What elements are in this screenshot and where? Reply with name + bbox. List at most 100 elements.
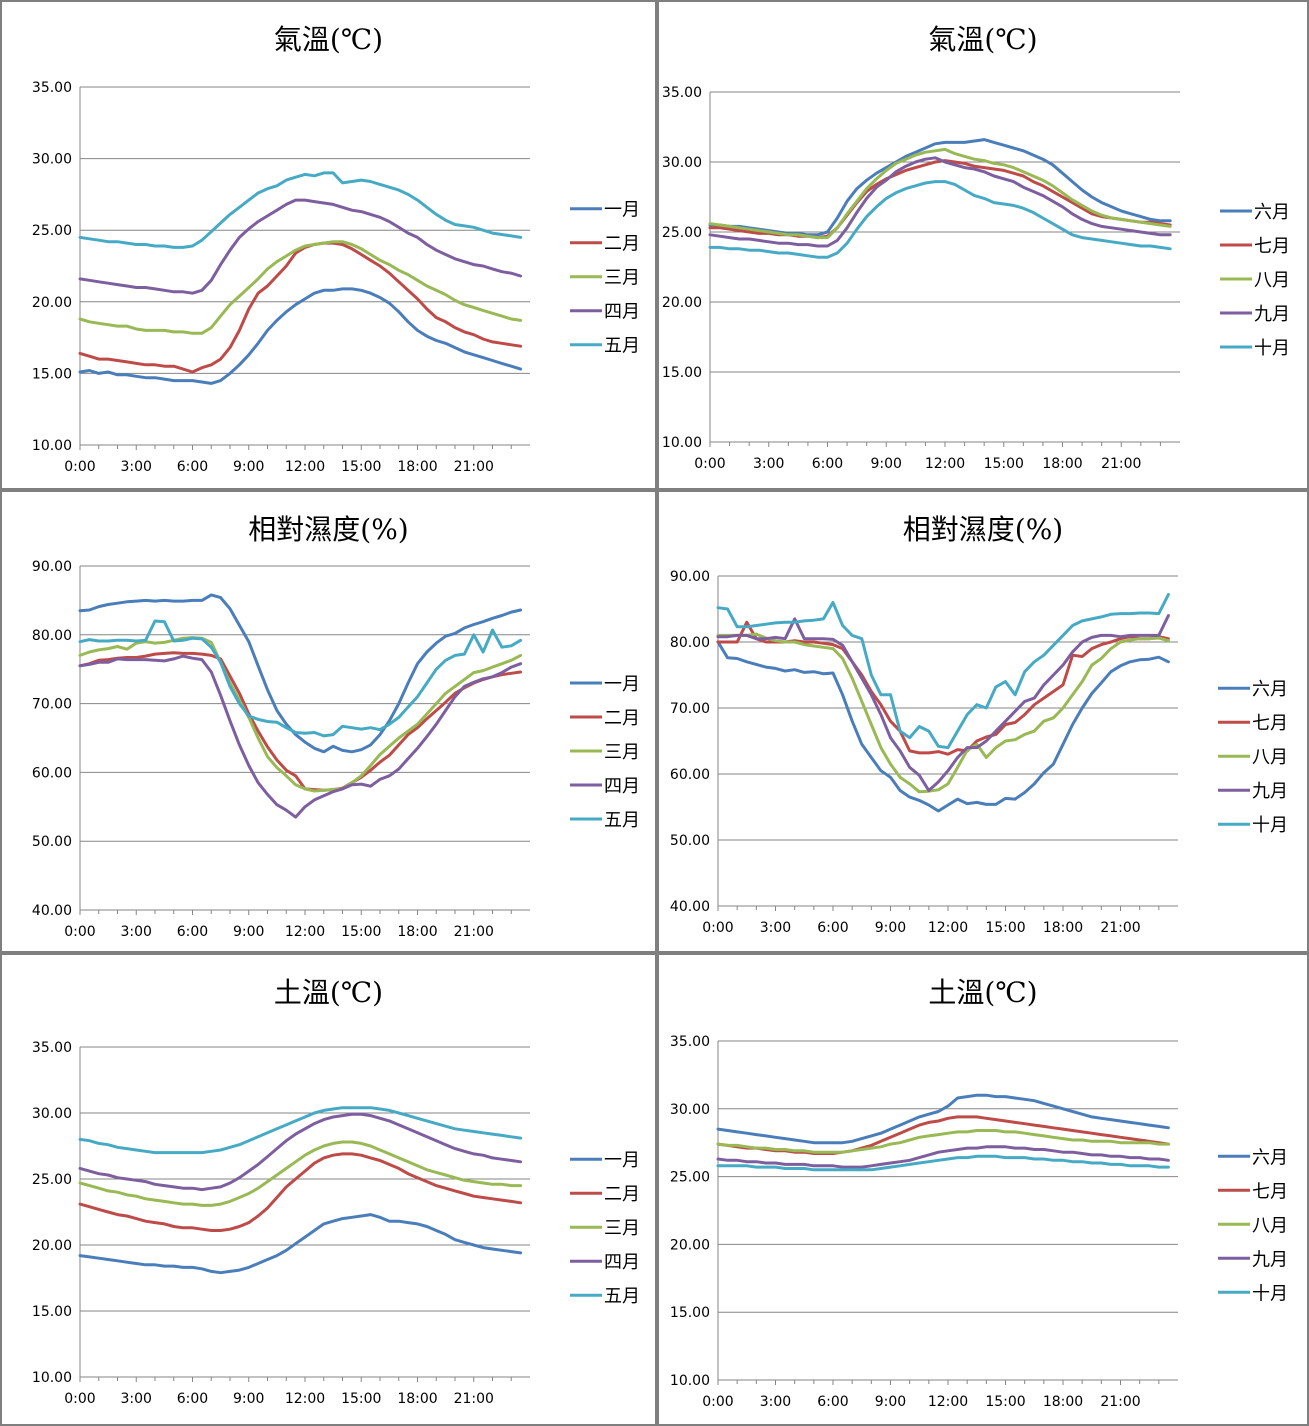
x-tick-label: 3:00	[121, 924, 152, 940]
x-tick-label: 3:00	[760, 1394, 791, 1410]
series-line-5	[78, 1106, 523, 1155]
chart-panel-5: 土溫(℃) 10.00 15.00 20.00 25.00 30.00 35.00 0:00 3…	[0, 953, 657, 1426]
y-tick-label: 60.00	[670, 767, 710, 783]
series-line-1	[78, 287, 523, 385]
legend-label: 七月	[1252, 1181, 1288, 1202]
legend-label: 五月	[604, 1286, 640, 1307]
series-line-1	[716, 1093, 1170, 1145]
chart-title: 氣溫(℃)	[273, 23, 384, 56]
chart-svg: 10.00 15.00 20.00 25.00 30.00 35.00 0:00 3:00 6:…	[670, 1034, 1288, 1410]
panel-border	[0, 953, 657, 1426]
series-line-3	[78, 636, 523, 793]
legend-label: 十月	[1252, 815, 1288, 836]
series-line-2	[78, 1152, 523, 1232]
x-tick-label: 15:00	[985, 1394, 1025, 1410]
y-tick-label: 35.00	[662, 85, 702, 101]
x-tick-label: 18:00	[1043, 1394, 1083, 1410]
chart-panel-2: 氣溫(℃) 10.00 15.00 20.00 25.00 30.00 35.00 0:00 3…	[657, 0, 1309, 490]
x-tick-label: 0:00	[702, 1394, 733, 1410]
y-tick-label: 70.00	[32, 697, 72, 713]
y-tick-label: 50.00	[670, 833, 710, 849]
x-tick-label: 9:00	[871, 456, 902, 472]
legend-label: 四月	[604, 1252, 640, 1273]
legend-label: 二月	[604, 708, 640, 729]
x-tick-label: 12:00	[928, 920, 968, 936]
x-tick-label: 3:00	[121, 1391, 152, 1407]
legend-label: 四月	[604, 302, 640, 323]
series-line-5	[78, 619, 523, 738]
series-line-1	[716, 640, 1170, 813]
legend-label: 六月	[1252, 679, 1288, 700]
y-tick-label: 25.00	[32, 1172, 72, 1188]
chart-panel-3: 相對濕度(%) 40.00 50.00 60.00 70.00 80.00 90.00 0:0…	[0, 490, 657, 953]
y-tick-label: 25.00	[32, 223, 72, 239]
legend-label: 十月	[1252, 1283, 1288, 1304]
x-tick-label: 6:00	[177, 924, 208, 940]
legend-label: 一月	[604, 200, 640, 221]
y-tick-label: 80.00	[670, 635, 710, 651]
legend-label: 三月	[604, 268, 640, 289]
y-tick-label: 30.00	[32, 1106, 72, 1122]
x-tick-label: 18:00	[1043, 920, 1083, 936]
x-tick-label: 12:00	[928, 1394, 968, 1410]
x-tick-label: 21:00	[1100, 1394, 1140, 1410]
chart-title: 土溫(℃)	[928, 976, 1038, 1009]
x-tick-label: 9:00	[875, 1394, 906, 1410]
chart-title: 相對濕度(%)	[248, 513, 409, 546]
series-line-3	[708, 147, 1172, 240]
chart-svg: 40.00 50.00 60.00 70.00 80.00 90.00 0:00 3:00 6:…	[32, 559, 640, 940]
y-tick-label: 70.00	[670, 701, 710, 717]
series-line-3	[78, 1140, 523, 1207]
legend-label: 七月	[1252, 713, 1288, 734]
x-tick-label: 18:00	[397, 459, 437, 475]
series-line-3	[78, 240, 523, 335]
chart-svg: 10.00 15.00 20.00 25.00 30.00 35.00 0:00 3:00 6:…	[32, 80, 640, 475]
x-tick-label: 21:00	[454, 459, 494, 475]
series-line-5	[716, 1154, 1170, 1172]
panel-border	[0, 490, 657, 953]
legend-label: 四月	[604, 776, 640, 797]
series-line-3	[716, 1129, 1170, 1154]
series-line-1	[78, 1213, 523, 1275]
legend-label: 七月	[1254, 236, 1290, 257]
y-tick-label: 10.00	[662, 435, 702, 451]
series-line-1	[78, 593, 523, 754]
y-tick-label: 30.00	[662, 155, 702, 171]
y-tick-label: 10.00	[32, 1370, 72, 1386]
series-line-2	[78, 651, 523, 792]
y-tick-label: 30.00	[32, 152, 72, 168]
x-tick-label: 6:00	[177, 459, 208, 475]
panel-border	[657, 0, 1309, 490]
y-tick-label: 25.00	[662, 225, 702, 241]
series-line-4	[78, 654, 523, 819]
x-tick-label: 0:00	[64, 459, 95, 475]
x-tick-label: 21:00	[1101, 456, 1141, 472]
chart-title: 氣溫(℃)	[928, 23, 1038, 56]
x-tick-label: 18:00	[1042, 456, 1082, 472]
y-tick-label: 10.00	[32, 438, 72, 454]
x-tick-label: 15:00	[985, 920, 1025, 936]
x-tick-label: 12:00	[285, 1391, 325, 1407]
x-tick-label: 0:00	[694, 456, 725, 472]
x-tick-label: 12:00	[285, 459, 325, 475]
legend-label: 三月	[604, 1218, 640, 1239]
x-tick-label: 3:00	[753, 456, 784, 472]
x-tick-label: 15:00	[984, 456, 1024, 472]
chart-svg: 40.00 50.00 60.00 70.00 80.00 90.00 0:00 3:00 6:…	[670, 569, 1288, 936]
y-tick-label: 15.00	[670, 1305, 710, 1321]
series-line-2	[78, 241, 523, 374]
legend-label: 八月	[1252, 1215, 1288, 1236]
chart-panel-6: 土溫(℃) 10.00 15.00 20.00 25.00 30.00 35.00 0:00 3…	[657, 953, 1309, 1426]
x-tick-label: 15:00	[341, 1391, 381, 1407]
y-tick-label: 60.00	[32, 765, 72, 781]
series-line-5	[708, 180, 1172, 259]
panel-border	[657, 490, 1309, 953]
chart-title: 相對濕度(%)	[902, 513, 1064, 546]
chart-panel-4: 相對濕度(%) 40.00 50.00 60.00 70.00 80.00 90.00 0:0…	[657, 490, 1309, 953]
y-tick-label: 20.00	[662, 295, 702, 311]
legend-label: 一月	[604, 1150, 640, 1171]
y-tick-label: 80.00	[32, 628, 72, 644]
y-tick-label: 40.00	[670, 899, 710, 915]
x-tick-label: 9:00	[233, 924, 264, 940]
x-tick-label: 0:00	[702, 920, 733, 936]
